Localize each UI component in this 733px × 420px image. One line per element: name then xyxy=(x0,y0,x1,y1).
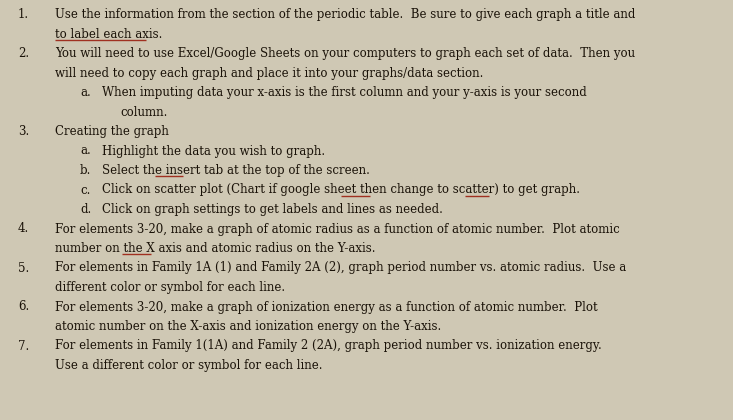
Text: a.: a. xyxy=(80,86,91,99)
Text: number on the X axis and atomic radius on the Y-axis.: number on the X axis and atomic radius o… xyxy=(55,242,375,255)
Text: 2.: 2. xyxy=(18,47,29,60)
Text: c.: c. xyxy=(80,184,90,197)
Text: Click on graph settings to get labels and lines as needed.: Click on graph settings to get labels an… xyxy=(102,203,443,216)
Text: 3.: 3. xyxy=(18,125,29,138)
Text: a.: a. xyxy=(80,144,91,158)
Text: For elements in Family 1A (1) and Family 2A (2), graph period number vs. atomic : For elements in Family 1A (1) and Family… xyxy=(55,262,626,275)
Text: For elements 3-20, make a graph of ionization energy as a function of atomic num: For elements 3-20, make a graph of ioniz… xyxy=(55,300,597,313)
Text: 7.: 7. xyxy=(18,339,29,352)
Text: 4.: 4. xyxy=(18,223,29,236)
Text: Click on scatter plot (Chart if google sheet then change to scatter) to get grap: Click on scatter plot (Chart if google s… xyxy=(102,184,580,197)
Text: different color or symbol for each line.: different color or symbol for each line. xyxy=(55,281,285,294)
Text: You will need to use Excel/Google Sheets on your computers to graph each set of : You will need to use Excel/Google Sheets… xyxy=(55,47,635,60)
Text: 5.: 5. xyxy=(18,262,29,275)
Text: b.: b. xyxy=(80,164,92,177)
Text: 6.: 6. xyxy=(18,300,29,313)
Text: 1.: 1. xyxy=(18,8,29,21)
Text: Select the insert tab at the top of the screen.: Select the insert tab at the top of the … xyxy=(102,164,370,177)
Text: Creating the graph: Creating the graph xyxy=(55,125,169,138)
Text: will need to copy each graph and place it into your graphs/data section.: will need to copy each graph and place i… xyxy=(55,66,483,79)
Text: column.: column. xyxy=(120,105,167,118)
Text: Highlight the data you wish to graph.: Highlight the data you wish to graph. xyxy=(102,144,325,158)
Text: Use the information from the section of the periodic table.  Be sure to give eac: Use the information from the section of … xyxy=(55,8,636,21)
Text: For elements 3-20, make a graph of atomic radius as a function of atomic number.: For elements 3-20, make a graph of atomi… xyxy=(55,223,619,236)
Text: Use a different color or symbol for each line.: Use a different color or symbol for each… xyxy=(55,359,323,372)
Text: to label each axis.: to label each axis. xyxy=(55,27,163,40)
Text: When imputing data your x-axis is the first column and your y-axis is your secon: When imputing data your x-axis is the fi… xyxy=(102,86,586,99)
Text: atomic number on the X-axis and ionization energy on the Y-axis.: atomic number on the X-axis and ionizati… xyxy=(55,320,441,333)
Text: d.: d. xyxy=(80,203,91,216)
Text: For elements in Family 1(1A) and Family 2 (2A), graph period number vs. ionizati: For elements in Family 1(1A) and Family … xyxy=(55,339,602,352)
